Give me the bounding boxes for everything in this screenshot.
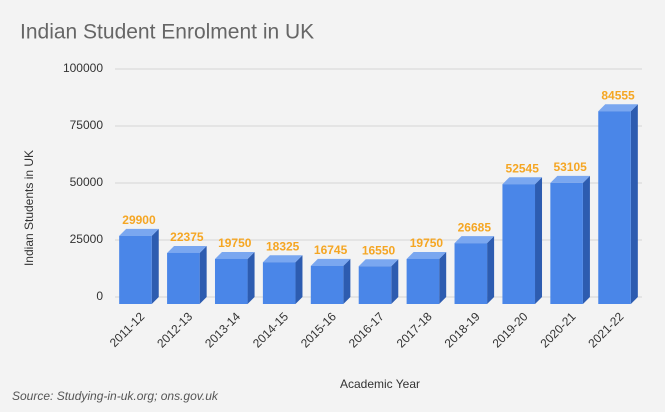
- data-label: 18325: [266, 239, 300, 253]
- bar-side: [247, 251, 255, 304]
- bar: [167, 252, 200, 304]
- bar: [406, 258, 440, 304]
- bar: [358, 266, 392, 304]
- bar-side: [151, 228, 159, 304]
- bar-side: [582, 175, 590, 304]
- bar-side: [391, 259, 399, 304]
- bar-top: [550, 175, 590, 183]
- bar-top: [262, 255, 303, 263]
- bar: [262, 262, 296, 304]
- data-label: 19750: [410, 236, 444, 250]
- bar-side: [630, 104, 638, 304]
- bar-top: [310, 258, 351, 266]
- data-label: 52545: [506, 161, 540, 175]
- y-axis-title: Indian Students in UK: [22, 150, 36, 266]
- bar-side: [199, 245, 207, 304]
- data-label: 19750: [218, 236, 252, 250]
- data-label: 84555: [601, 88, 635, 102]
- bar-top: [119, 228, 159, 236]
- data-label: 29900: [122, 213, 156, 227]
- data-label: 16745: [314, 243, 348, 257]
- bar-side: [343, 258, 351, 304]
- bar-side: [295, 255, 303, 304]
- x-axis-title: Academic Year: [340, 377, 420, 391]
- bar-top: [214, 251, 255, 259]
- bar: [550, 182, 583, 304]
- bar: [454, 243, 488, 304]
- data-label: 26685: [458, 220, 492, 234]
- source-note: Source: Studying-in-uk.org; ons.gov.uk: [12, 389, 219, 403]
- y-tick-label: 75000: [70, 118, 104, 132]
- bar-top: [454, 236, 495, 244]
- bar-side: [487, 236, 495, 304]
- y-tick-label: 0: [96, 289, 103, 303]
- data-label: 16550: [362, 243, 396, 257]
- bar: [502, 184, 536, 304]
- bar: [214, 258, 248, 304]
- bar-side: [439, 251, 447, 304]
- bar: [310, 265, 344, 304]
- y-tick-label: 100000: [63, 61, 103, 75]
- bar-top: [406, 251, 447, 259]
- chart-title: Indian Student Enrolment in UK: [20, 21, 314, 44]
- y-tick-label: 25000: [70, 232, 104, 246]
- bar-side: [535, 177, 543, 304]
- bar-top: [358, 259, 399, 267]
- data-label: 53105: [553, 160, 587, 174]
- data-label: 22375: [170, 230, 204, 244]
- bar-top: [502, 177, 543, 185]
- bar: [598, 111, 631, 304]
- bar: [119, 235, 152, 304]
- y-tick-label: 50000: [70, 175, 104, 189]
- bar-top: [167, 245, 207, 253]
- bar-top: [598, 104, 638, 112]
